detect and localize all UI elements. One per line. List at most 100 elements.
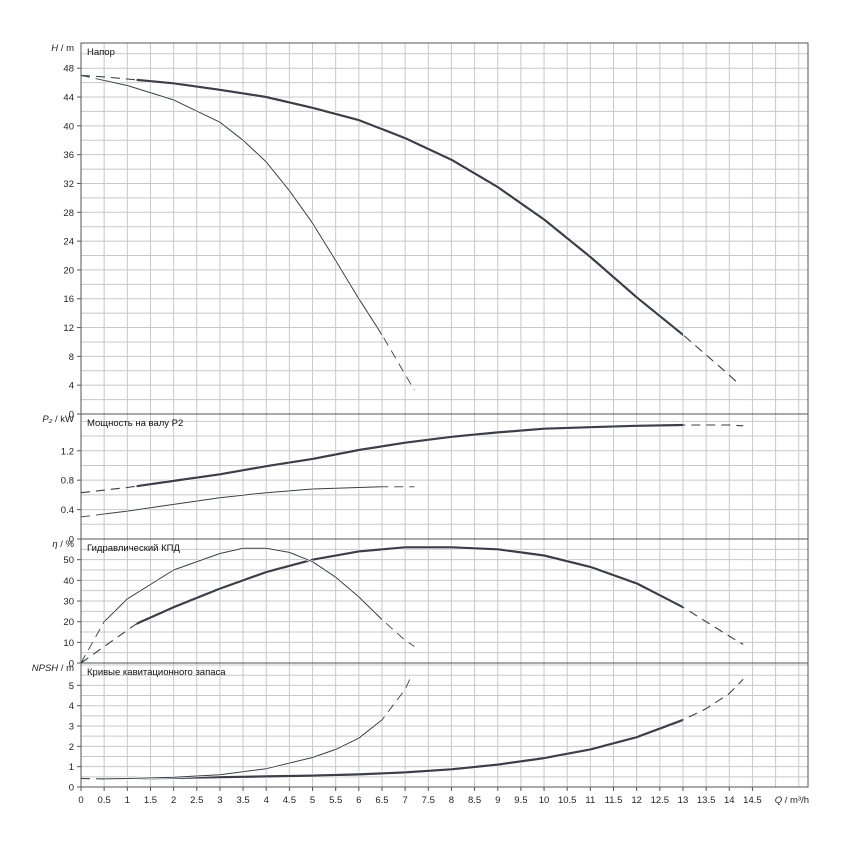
x-tick-label: 2 [171, 795, 176, 806]
y-axis-separator: / [58, 539, 66, 550]
y-tick-label: 3 [69, 722, 74, 733]
x-tick-label: 5 [310, 795, 315, 806]
y-tick-label: 4 [69, 381, 74, 392]
y-tick-label: 48 [63, 64, 74, 75]
panel-title-efficiency: Гидравлический КПД [87, 543, 180, 554]
y-axis-separator: / [58, 663, 66, 674]
y-tick-label: 1 [69, 762, 74, 773]
y-axis-unit: kW [60, 414, 74, 425]
x-tick-label: 7.5 [422, 795, 435, 806]
y-tick-label: 10 [63, 638, 74, 649]
x-tick-label: 1 [125, 795, 130, 806]
x-tick-label: 6.5 [375, 795, 388, 806]
x-tick-label: 3 [217, 795, 222, 806]
curve-underlay [104, 547, 382, 625]
x-tick-label: 10 [539, 795, 550, 806]
y-tick-label: 2 [69, 742, 74, 753]
y-axis-unit: % [66, 539, 75, 550]
curve-power-max-speed-dashed [80, 424, 744, 494]
x-tick-label: 4 [264, 795, 269, 806]
x-tick-label: 12.5 [651, 795, 670, 806]
x-tick-label: 9 [495, 795, 500, 806]
x-tick-label: 11 [585, 795, 595, 806]
x-tick-label: 9.5 [514, 795, 527, 806]
x-tick-label: 12 [631, 795, 642, 806]
y-tick-label: 0 [69, 659, 74, 670]
x-axis: 0 0.5 1 1.5 2 2.5 3 3.5 4 4.5 5 5.5 6 6.5 7 7.5 8 8.5 9 9.5… [78, 787, 809, 806]
x-tick-label: 8.5 [468, 795, 481, 806]
x-tick-label: 14 [724, 795, 735, 806]
x-tick-label: 0 [78, 795, 83, 806]
y-axis-label-efficiency: η / % [52, 539, 74, 550]
curve-efficiency-min-speed-solid [104, 547, 382, 623]
x-axis-unit: m³/h [790, 795, 809, 806]
panel-frame-head [80, 42, 809, 415]
x-axis-symbol: Q [775, 795, 783, 806]
y-axis-symbol: NPSH [32, 663, 59, 674]
x-axis-separator: / [782, 795, 790, 806]
y-tick-label: 24 [63, 237, 74, 248]
panel-frame-power [80, 413, 809, 540]
y-tick-label: 40 [63, 121, 74, 132]
y-tick-label: 40 [63, 576, 74, 587]
y-axis-symbol: H [51, 43, 58, 54]
x-tick-label: 7 [402, 795, 407, 806]
y-tick-label: 16 [63, 294, 74, 305]
y-axis-symbol: P₂ [42, 414, 52, 425]
x-tick-label: 2.5 [190, 795, 203, 806]
y-tick-label: 0.4 [61, 505, 74, 516]
y-tick-label: 12 [63, 323, 74, 334]
panel-titles: Напор Мощность на валу P2 Гидравлический К… [87, 47, 226, 678]
x-tick-label: 6 [356, 795, 361, 806]
curve-head-min-speed-solid [104, 79, 382, 336]
x-tick-label: 4.5 [283, 795, 296, 806]
y-axis-symbol: η [52, 539, 57, 550]
y-tick-label: 36 [63, 150, 74, 161]
y-axis-unit: m [66, 43, 74, 54]
y-tick-label: 0.8 [61, 476, 74, 487]
curve-efficiency-max-speed-solid [136, 546, 683, 626]
curve-npsh-max-speed-solid [136, 718, 683, 780]
y-tick-label: 44 [63, 93, 74, 104]
curve-head-max-speed-dashed [80, 74, 739, 385]
x-axis-label: Q / m³/h [775, 795, 809, 806]
y-tick-label: 1.2 [61, 446, 74, 457]
curve-npsh-min-speed-solid [104, 719, 382, 780]
y-tick-label: 0 [69, 410, 74, 421]
y-tick-label: 30 [63, 597, 74, 608]
y-tick-label: 0 [69, 783, 74, 794]
curve-underlay [136, 717, 683, 781]
panel-title-head: Напор [87, 47, 115, 58]
curve-npsh-max-speed-dashed [80, 678, 744, 780]
curve-power-max-speed-solid [136, 423, 683, 488]
curves [80, 74, 744, 781]
curve-power-min-speed-dashed [80, 486, 415, 518]
y-tick-label: 5 [69, 681, 74, 692]
y-axis-label-head: H / m [51, 43, 74, 54]
x-tick-label: 11.5 [605, 795, 623, 806]
x-tick-label: 1.5 [144, 795, 157, 806]
y-tick-label: 0 [69, 535, 74, 546]
curve-underlay [136, 78, 683, 338]
y-axis-separator: / [58, 43, 66, 54]
y-tick-label: 28 [63, 208, 74, 219]
y-tick-label: 20 [63, 617, 74, 628]
x-tick-label: 10.5 [558, 795, 577, 806]
curve-underlay [136, 423, 683, 488]
y-axis-label-power: P₂ / kW [42, 414, 74, 425]
x-tick-label: 0.5 [98, 795, 111, 806]
y-tick-label: 8 [69, 352, 74, 363]
curve-power-min-speed-solid [104, 486, 382, 515]
x-tick-label: 13.5 [697, 795, 716, 806]
y-tick-label: 4 [69, 701, 74, 712]
y-axis-separator: / [52, 414, 60, 425]
curve-efficiency-min-speed-dashed [80, 547, 415, 664]
y-axis-label-npsh: NPSH / m [32, 663, 74, 674]
curve-head-max-speed-solid [136, 78, 683, 337]
panel-title-power: Мощность на валу P2 [87, 418, 183, 429]
y-axis-unit: m [66, 663, 74, 674]
x-tick-label: 13 [678, 795, 689, 806]
x-tick-label: 3.5 [236, 795, 249, 806]
